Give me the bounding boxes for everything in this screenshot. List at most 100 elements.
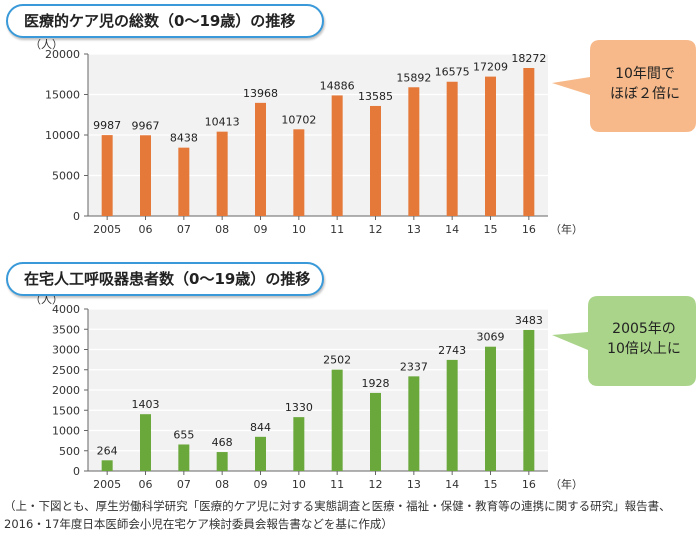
bottom-x-tick-label: 12 — [369, 478, 383, 491]
bottom-x-tick-label: 07 — [177, 478, 191, 491]
bottom-callout-text: 10倍以上に — [607, 341, 681, 357]
top-bar — [331, 95, 343, 216]
top-bar — [408, 87, 420, 216]
top-bar — [216, 131, 228, 216]
bottom-y-tick-label: 2000 — [52, 384, 80, 397]
bottom-x-tick-label: 2005 — [93, 478, 121, 491]
bottom-bar — [293, 417, 305, 471]
bottom-bar — [523, 329, 535, 471]
top-data-label: 16575 — [435, 66, 470, 79]
bottom-bar — [101, 460, 113, 471]
top-x-tick-label: 15 — [484, 223, 498, 236]
top-callout-bubble — [552, 40, 696, 132]
top-x-tick-label: 2005 — [93, 223, 121, 236]
top-x-tick-label: 14 — [445, 223, 459, 236]
top-chart-title: 医療的ケア児の総数（0〜19歳）の推移 — [6, 4, 324, 38]
top-data-label: 10702 — [281, 113, 316, 126]
bottom-callout-bubble — [552, 296, 696, 386]
bottom-data-label: 3069 — [477, 331, 505, 344]
source-line-1: （上・下図とも、厚生労働科学研究「医療的ケア児に対する実態調査と医療・福祉・保健… — [4, 499, 671, 513]
top-data-label: 18272 — [511, 52, 546, 65]
bottom-data-label: 844 — [250, 421, 271, 434]
top-x-tick-label: 06 — [139, 223, 153, 236]
bottom-bar — [446, 359, 458, 471]
bottom-data-label: 2502 — [323, 354, 351, 367]
top-data-label: 9967 — [132, 119, 160, 132]
top-x-tick-label: 11 — [330, 223, 344, 236]
top-bar — [140, 135, 151, 216]
bottom-y-tick-label: 500 — [59, 445, 80, 458]
bottom-y-axis-label: （人） — [30, 293, 63, 306]
top-bar — [101, 135, 113, 216]
top-bar — [178, 147, 190, 216]
top-x-tick-label: 13 — [407, 223, 421, 236]
top-data-label: 15892 — [396, 71, 431, 84]
bottom-data-label: 1330 — [285, 401, 313, 414]
bottom-data-label: 264 — [97, 444, 118, 457]
bottom-data-label: 3483 — [515, 314, 543, 327]
top-data-label: 13968 — [243, 87, 278, 100]
bottom-y-tick-label: 1000 — [52, 425, 80, 438]
bottom-y-tick-label: 3500 — [52, 323, 80, 336]
top-x-tick-label: 10 — [292, 223, 306, 236]
top-data-label: 10413 — [205, 116, 240, 129]
top-bar — [370, 105, 381, 216]
bottom-bar — [255, 436, 266, 471]
top-y-axis-label: （人） — [30, 38, 63, 51]
top-callout-text: 10年間で — [615, 66, 675, 82]
bottom-x-tick-label: 11 — [330, 478, 344, 491]
bottom-y-tick-label: 4000 — [52, 303, 80, 316]
top-x-tick-label: 12 — [369, 223, 383, 236]
top-bar — [485, 76, 496, 216]
top-bar — [523, 67, 535, 217]
top-x-tick-label: 09 — [254, 223, 268, 236]
top-y-tick-label: 5000 — [52, 170, 80, 183]
medical-care-children-chart: 0 5000 10000 15000 20000（人） 9987 2005 9967 06 843… — [30, 38, 696, 236]
top-data-label: 9987 — [93, 119, 121, 132]
top-bar — [293, 129, 305, 216]
bottom-chart-title: 在宅人工呼吸器患者数（0〜19歳）の推移 — [6, 262, 324, 296]
bottom-callout-text: 2005年の — [612, 321, 676, 337]
source-note: （上・下図とも、厚生労働科学研究「医療的ケア児に対する実態調査と医療・福祉・保健… — [4, 497, 696, 533]
top-data-label: 8438 — [170, 132, 198, 145]
top-callout-text: ほぼ２倍に — [610, 86, 680, 102]
top-x-tick-label: 16 — [522, 223, 536, 236]
bottom-x-tick-label: 10 — [292, 478, 306, 491]
bottom-data-label: 1403 — [132, 398, 160, 411]
bottom-data-label: 2337 — [400, 360, 428, 373]
bottom-data-label: 468 — [212, 436, 233, 449]
top-y-tick-label: 10000 — [45, 129, 80, 142]
top-data-label: 17209 — [473, 61, 508, 74]
bottom-bar — [178, 444, 190, 471]
bottom-y-tick-label: 0 — [73, 465, 80, 478]
bottom-bar — [408, 376, 420, 471]
top-y-tick-label: 0 — [73, 210, 80, 223]
bottom-x-tick-label: 15 — [484, 478, 498, 491]
top-x-tick-label: 07 — [177, 223, 191, 236]
bottom-bar — [331, 369, 343, 471]
bottom-y-tick-label: 2500 — [52, 364, 80, 377]
bottom-x-tick-label: 13 — [407, 478, 421, 491]
bottom-x-tick-label: 09 — [254, 478, 268, 491]
bottom-data-label: 2743 — [438, 344, 466, 357]
top-x-unit-label: （年） — [550, 222, 583, 236]
bottom-bar — [485, 346, 496, 471]
bottom-x-tick-label: 14 — [445, 478, 459, 491]
top-y-tick-label: 20000 — [45, 48, 80, 61]
bottom-bar — [370, 392, 381, 471]
top-data-label: 13585 — [358, 90, 393, 103]
bottom-bar — [140, 414, 151, 471]
source-line-2: 2016・17年度日本医師会小児在宅ケア検討委員会報告書などを基に作成） — [4, 517, 393, 531]
bottom-data-label: 1928 — [362, 377, 390, 390]
bottom-data-label: 655 — [173, 428, 194, 441]
bottom-x-tick-label: 08 — [215, 478, 229, 491]
top-x-tick-label: 08 — [215, 223, 229, 236]
top-bar — [255, 102, 266, 216]
bottom-y-tick-label: 1500 — [52, 404, 80, 417]
bottom-x-tick-label: 06 — [139, 478, 153, 491]
top-bar — [446, 81, 458, 217]
bottom-x-unit-label: （年） — [550, 477, 583, 491]
bottom-bar — [216, 452, 228, 471]
bottom-y-tick-label: 3000 — [52, 344, 80, 357]
